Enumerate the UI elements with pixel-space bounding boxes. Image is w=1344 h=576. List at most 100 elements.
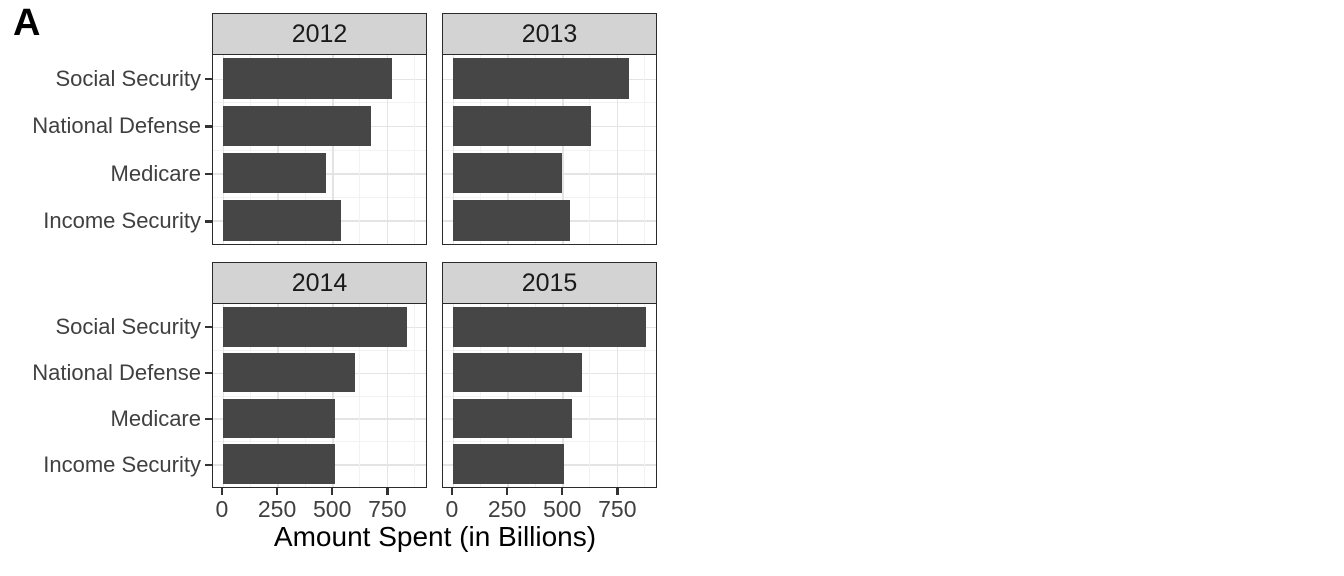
x-axis-tick-label: 500: [312, 496, 352, 522]
bar-social-security: [452, 58, 630, 99]
x-axis-tick-label: 750: [368, 496, 407, 522]
y-axis-category-label: Medicare: [110, 160, 201, 186]
bar-social-security: [452, 307, 646, 347]
gridline-horizontal-minor: [213, 102, 426, 104]
x-axis-tick-label: 250: [487, 496, 527, 522]
gridline-vertical-major: [277, 304, 279, 487]
x-axis-tick-mark: [220, 488, 224, 495]
bar-national-defense: [222, 105, 371, 147]
y-axis-tick-mark: [205, 77, 212, 80]
gridline-horizontal-minor: [213, 441, 426, 443]
gridline-horizontal-minor: [213, 349, 426, 351]
gridline-vertical-minor: [304, 304, 306, 487]
y-axis-category-label: Social Security: [55, 314, 201, 339]
gridline-vertical-major: [452, 304, 455, 487]
x-axis-tick-mark: [386, 488, 389, 495]
figure-panel-label: A: [13, 2, 41, 44]
gridline-vertical-minor: [589, 55, 591, 244]
y-axis-tick-mark: [205, 325, 212, 329]
facet-strip: 2015: [442, 262, 657, 304]
x-axis-tick-mark: [450, 488, 454, 495]
gridline-horizontal-minor: [443, 149, 656, 151]
y-axis-category-label: Medicare: [110, 406, 201, 431]
y-axis-labels-top-row: Social Security National Defense Medicare I…: [0, 55, 201, 245]
bar-income-security: [222, 200, 342, 241]
facet-strip: 2014: [212, 262, 427, 304]
gridline-vertical-minor: [643, 55, 645, 244]
bar-medicare: [222, 398, 335, 439]
bar-national-defense: [222, 352, 355, 393]
gridline-vertical-major: [277, 55, 279, 244]
facet-plot-area: [212, 304, 427, 488]
bar-income-security: [452, 200, 570, 241]
x-axis-tick-mark: [275, 488, 279, 495]
facet-strip-label: 2014: [291, 268, 348, 297]
y-axis-tick-mark: [205, 371, 212, 375]
gridline-horizontal-minor: [443, 102, 656, 104]
gridline-vertical-minor: [643, 304, 645, 487]
facet-2012: 2012: [205, 13, 427, 245]
x-axis-tick-mark: [560, 488, 564, 495]
x-axis-title: Amount Spent (in Billions): [273, 521, 597, 552]
gridline-horizontal-minor: [213, 395, 426, 397]
bar-medicare: [452, 398, 573, 439]
gridline-vertical-minor: [534, 304, 536, 487]
gridline-vertical-major: [222, 55, 225, 244]
facet-strip: 2013: [442, 13, 657, 55]
bar-social-security: [222, 58, 392, 99]
x-axis-tick-label: 500: [542, 496, 582, 522]
gridline-vertical-minor: [304, 55, 306, 244]
facet-strip-label: 2013: [521, 19, 578, 48]
y-axis-tick-mark: [205, 417, 212, 421]
x-axis-tick-labels-right: 0 250 500 750: [442, 496, 657, 522]
gridline-vertical-minor: [250, 55, 252, 244]
facet-strip-label: 2015: [521, 268, 578, 297]
x-axis-tick-label: 0: [215, 496, 229, 522]
gridline-vertical-major: [507, 55, 509, 244]
bar-national-defense: [452, 352, 582, 393]
x-axis-tick-mark: [505, 488, 509, 495]
gridline-vertical-minor: [413, 55, 415, 244]
gridline-horizontal-minor: [213, 149, 426, 151]
x-axis-tick-mark: [616, 488, 619, 495]
y-axis-category-label: National Defense: [32, 113, 201, 139]
bar-medicare: [222, 152, 326, 194]
gridline-vertical-major: [222, 304, 225, 487]
facet-strip: 2012: [212, 13, 427, 55]
y-axis-category-label: Income Security: [43, 208, 201, 234]
y-axis-category-label: Social Security: [55, 65, 201, 91]
gridline-horizontal-minor: [443, 441, 656, 443]
gridline-vertical-minor: [359, 304, 361, 487]
gridline-vertical-minor: [359, 55, 361, 244]
x-axis-tick-labels-left: 0 250 500 750: [212, 496, 427, 522]
gridline-vertical-minor: [534, 55, 536, 244]
bar-medicare: [452, 152, 562, 194]
y-axis-tick-mark: [205, 125, 212, 128]
x-axis-tick-mark: [330, 488, 334, 495]
facet-2013: 2013: [442, 13, 657, 245]
facet-2014: 2014: [205, 262, 427, 495]
y-axis-tick-mark: [205, 220, 212, 223]
gridline-vertical-major: [616, 55, 619, 244]
gridline-vertical-major: [452, 55, 455, 244]
x-axis-tick-label: 250: [257, 496, 297, 522]
bar-social-security: [222, 307, 408, 347]
gridline-horizontal-minor: [443, 349, 656, 351]
gridline-vertical-minor: [250, 304, 252, 487]
y-axis-tick-mark: [205, 463, 212, 467]
y-axis-labels-bottom-row: Social Security National Defense Medicare I…: [0, 304, 201, 488]
gridline-vertical-minor: [480, 304, 482, 487]
facet-strip-label: 2012: [291, 19, 348, 48]
facet-plot-area: [442, 304, 657, 488]
facet-2015: 2015: [442, 262, 657, 495]
gridline-vertical-major: [562, 55, 564, 244]
facet-plot-area: [212, 55, 427, 245]
facet-plot-area: [442, 55, 657, 245]
bar-income-security: [222, 444, 335, 484]
gridline-vertical-major: [507, 304, 509, 487]
bar-national-defense: [452, 105, 592, 147]
gridline-vertical-minor: [589, 304, 591, 487]
gridline-horizontal-minor: [443, 395, 656, 397]
x-axis-tick-label: 750: [598, 496, 637, 522]
